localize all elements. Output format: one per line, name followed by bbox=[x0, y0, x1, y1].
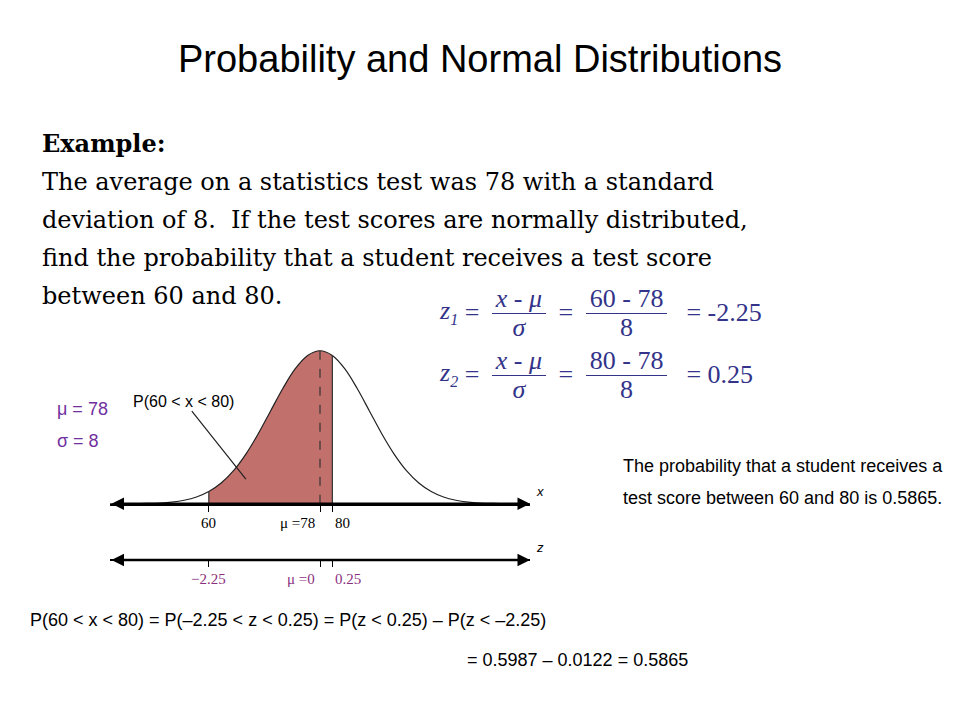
html-text:The probability that a student: The probability that a student receives … bbox=[623, 456, 943, 508]
html-text:Probability and Normal Distrib: Probability and Normal Distributions bbox=[178, 38, 782, 80]
html-text:8: 8 bbox=[620, 312, 633, 342]
html-text:z1= x - μ: z1= x - μ bbox=[440, 283, 542, 329]
html-text:= -2.25: = -2.25 bbox=[673, 298, 762, 327]
html-text:8: 8 bbox=[620, 374, 633, 404]
html-text:= 60 - 78: = 60 - 78 bbox=[552, 283, 664, 327]
html-text:= 80 - 78: = 80 - 78 bbox=[552, 345, 664, 389]
svg-text:80: 80 bbox=[335, 515, 350, 531]
svg-text:z: z bbox=[536, 540, 544, 555]
html-text:= 0.25: = 0.25 bbox=[673, 360, 754, 389]
html-text:μ = 78: μ = 78 bbox=[57, 399, 108, 419]
html-text:find the probability that a st: find the probability that a student rece… bbox=[42, 244, 712, 272]
svg-text:μ =78: μ =78 bbox=[280, 515, 315, 531]
svg-text:60: 60 bbox=[201, 515, 216, 531]
html-text:deviation of 8. If the test sc: deviation of 8. If the test scores are n… bbox=[42, 206, 748, 234]
html-text:between 60 and 80.: between 60 and 80. bbox=[42, 282, 283, 310]
html-text:The average on a statistics te: The average on a statistics test was 78 … bbox=[42, 168, 714, 196]
svg-text:0.25: 0.25 bbox=[335, 571, 361, 587]
html-text:σ: σ bbox=[512, 374, 526, 404]
html-text:σ = 8: σ = 8 bbox=[57, 431, 99, 451]
svg-text:μ =0: μ =0 bbox=[287, 571, 315, 587]
svg-text:x: x bbox=[536, 484, 544, 499]
html-text:Example:: Example: bbox=[42, 129, 166, 158]
svg-text:−2.25: −2.25 bbox=[191, 571, 226, 587]
html-text:P(60 < x < 80) = P(–2.25 < z <: P(60 < x < 80) = P(–2.25 < z < 0.25) = P… bbox=[30, 610, 547, 630]
html-text:= 0.5987 – 0.0122 = 0.5865: = 0.5987 – 0.0122 = 0.5865 bbox=[467, 650, 689, 670]
html-text:σ: σ bbox=[512, 312, 526, 342]
html-text:z2= x - μ: z2= x - μ bbox=[440, 345, 542, 391]
svg-text:P(60 < x < 80): P(60 < x < 80) bbox=[133, 393, 234, 410]
